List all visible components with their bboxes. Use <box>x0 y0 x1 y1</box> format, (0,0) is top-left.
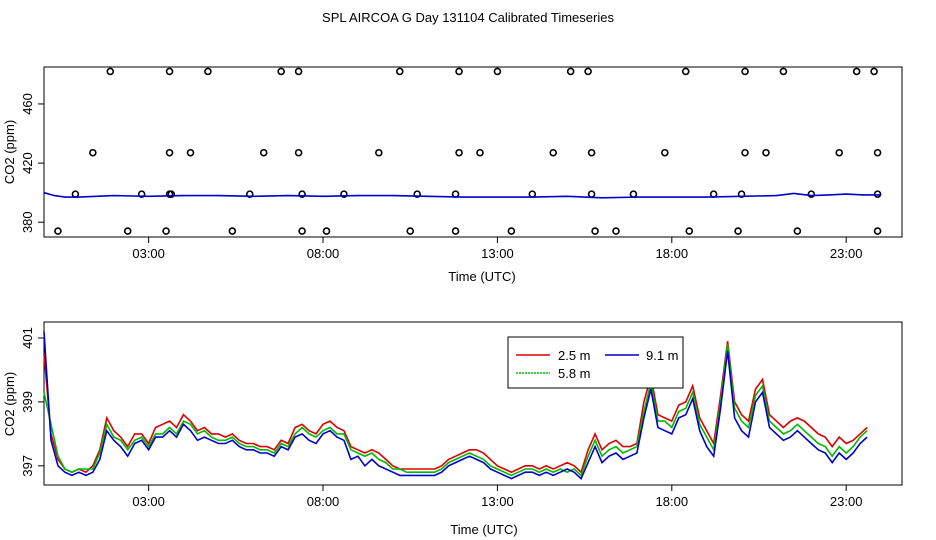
scatter-point <box>507 227 516 235</box>
p1-y-tick-label: 420 <box>20 152 35 174</box>
scatter-point <box>685 227 694 235</box>
panel-1-y-label: CO2 (ppm) <box>2 120 17 184</box>
scatter-point <box>741 67 749 76</box>
scatter-point <box>298 190 306 198</box>
scatter-point <box>375 148 383 157</box>
scatter-point <box>89 148 97 157</box>
panel-2-frame <box>43 321 903 486</box>
scatter-point <box>186 148 195 157</box>
scatter-point <box>413 190 421 198</box>
scatter-point <box>245 190 254 198</box>
scatter-point <box>737 190 746 198</box>
scatter-point <box>204 67 212 76</box>
scatter-point <box>322 227 331 235</box>
scatter-point <box>298 227 306 235</box>
scatter-point <box>165 148 174 157</box>
scatter-point <box>584 67 592 76</box>
scatter-point <box>123 227 132 235</box>
scatter-point <box>741 148 749 157</box>
p2-x-tick-label: 08:00 <box>307 494 340 509</box>
panel-2-y-axis: 397 399 401 <box>20 327 44 477</box>
p1-x-tick-label: 13:00 <box>481 246 514 261</box>
panel-1-x-label: Time (UTC) <box>448 269 515 284</box>
scatter-point <box>835 148 844 157</box>
scatter-point <box>277 67 285 76</box>
scatter-point <box>793 227 802 235</box>
scatter-point <box>476 148 484 157</box>
scatter-point <box>549 148 558 157</box>
scatter-point <box>294 67 303 76</box>
scatter-point <box>629 190 638 198</box>
scatter-point <box>870 67 878 76</box>
p1-x-tick-label: 08:00 <box>307 246 340 261</box>
scatter-point <box>165 67 174 76</box>
scatter-point <box>528 190 537 198</box>
legend-label-5-8m: 5.8 m <box>558 366 591 381</box>
scatter-point <box>661 148 669 157</box>
scatter-point <box>167 190 176 198</box>
scatter-point <box>162 227 170 235</box>
panel-1-y-axis: 380 420 460 <box>20 93 44 233</box>
scatter-point <box>294 148 303 157</box>
scatter-point <box>587 190 596 198</box>
panel-2-y-label: CO2 (ppm) <box>2 372 17 436</box>
p2-x-tick-label: 13:00 <box>481 494 514 509</box>
scatter-point <box>228 227 237 235</box>
scatter-point <box>455 67 463 76</box>
p1-x-tick-label: 03:00 <box>132 246 165 261</box>
legend-label-2-5m: 2.5 m <box>558 348 591 363</box>
scatter-point <box>852 67 861 76</box>
scatter-point <box>395 67 404 76</box>
scatter-point <box>873 148 882 157</box>
p2-x-tick-label: 18:00 <box>656 494 689 509</box>
legend: 2.5 m 5.8 m 9.1 m <box>507 336 684 389</box>
p2-x-tick-label: 23:00 <box>830 494 863 509</box>
p2-y-tick-label: 401 <box>20 327 35 349</box>
scatter-point <box>779 67 788 76</box>
scatter-point <box>106 67 115 76</box>
series-line-9-1m <box>43 331 868 480</box>
scatter-point <box>762 148 770 157</box>
legend-box <box>507 336 684 389</box>
scatter-point <box>71 190 80 198</box>
panel-1-co2-line <box>43 191 882 199</box>
p1-x-tick-label: 23:00 <box>830 246 863 261</box>
scatter-point <box>587 148 596 157</box>
panel-1-points <box>54 67 882 235</box>
scatter-point <box>455 148 463 157</box>
scatter-point <box>493 67 502 76</box>
scatter-point <box>807 190 816 198</box>
series-line-2-5m <box>43 341 868 474</box>
panel-1: 03:00 08:00 13:00 18:00 23:00 380 420 460 Time… <box>2 66 903 284</box>
scatter-point <box>681 67 690 76</box>
p1-y-tick-label: 460 <box>20 93 35 115</box>
panel-2-x-label: Time (UTC) <box>450 522 517 537</box>
panel-1-x-axis: 03:00 08:00 13:00 18:00 23:00 <box>132 237 862 261</box>
scatter-point <box>734 227 742 235</box>
p1-y-tick-label: 380 <box>20 211 35 233</box>
panel-2: 03:00 08:00 13:00 18:00 23:00 397 399 401 Time… <box>2 321 903 537</box>
chart-title: SPL AIRCOA G Day 131104 Calibrated Times… <box>322 10 614 25</box>
p1-x-tick-label: 18:00 <box>656 246 689 261</box>
p2-y-tick-label: 399 <box>20 391 35 413</box>
panel-1-frame <box>43 66 903 238</box>
scatter-point <box>259 148 268 157</box>
scatter-point <box>566 67 575 76</box>
panel-2-x-axis: 03:00 08:00 13:00 18:00 23:00 <box>132 485 862 509</box>
legend-label-9-1m: 9.1 m <box>646 348 679 363</box>
scatter-point <box>340 190 348 198</box>
scatter-point <box>612 227 620 235</box>
scatter-point <box>137 190 146 198</box>
scatter-point <box>406 227 415 235</box>
scatter-point <box>451 227 460 235</box>
scatter-point <box>873 227 882 235</box>
p2-y-tick-label: 397 <box>20 455 35 477</box>
scatter-point <box>54 227 62 235</box>
scatter-point <box>591 227 599 235</box>
p2-x-tick-label: 03:00 <box>132 494 165 509</box>
